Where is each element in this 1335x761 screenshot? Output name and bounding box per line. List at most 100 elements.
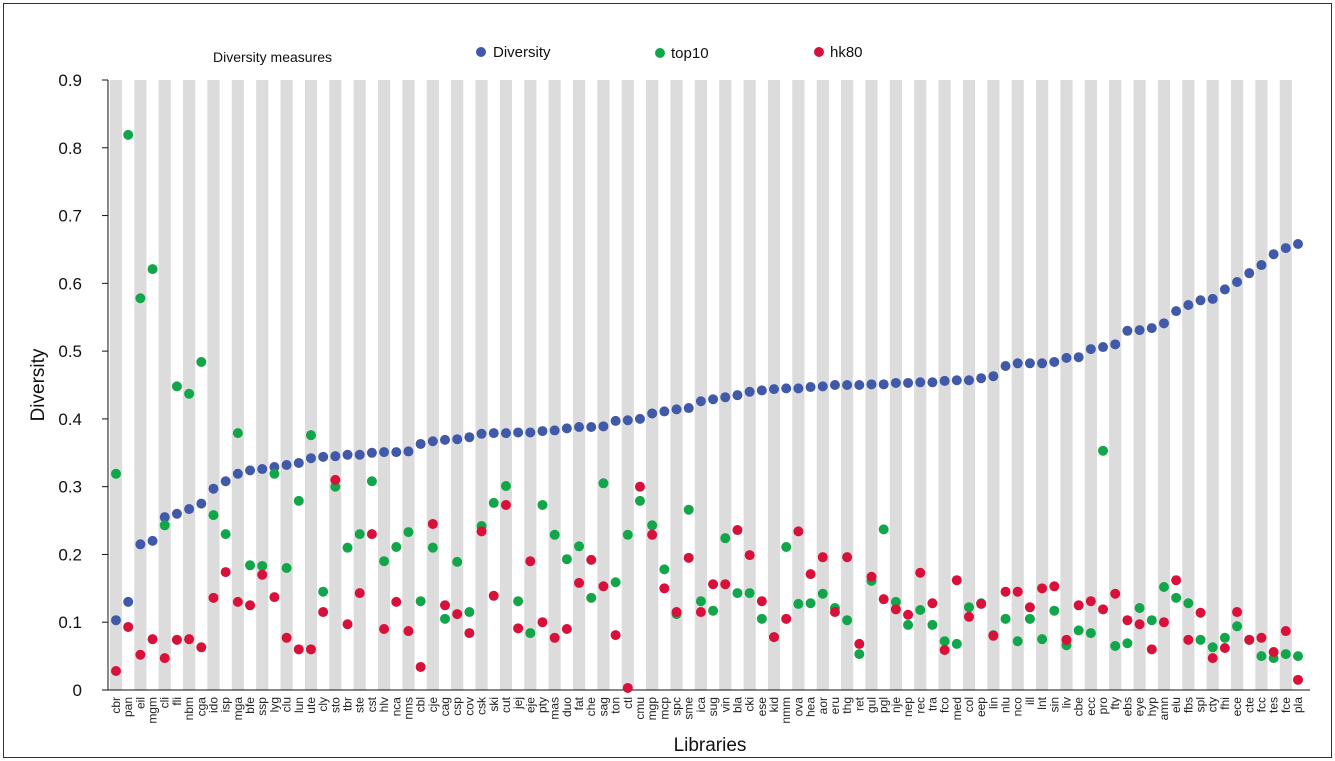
x-tick-label: kid — [767, 697, 781, 712]
hk80-point — [769, 632, 780, 643]
diversity-point — [1280, 243, 1291, 254]
hk80-point — [184, 634, 195, 645]
top10-point — [537, 499, 548, 510]
hk80-point — [305, 644, 316, 655]
x-tick-label: lnt — [1035, 696, 1049, 709]
x-tick-label: sme — [682, 697, 696, 720]
x-tick-label: jej — [511, 697, 525, 710]
x-tick-label: fty — [1108, 697, 1122, 710]
hk80-point — [269, 592, 280, 603]
diversity-point — [415, 438, 426, 449]
diversity-point — [561, 423, 572, 434]
hk80-point — [245, 600, 256, 611]
diversity-point — [1183, 300, 1194, 311]
hk80-point — [1207, 653, 1218, 664]
legend-label-hk80: hk80 — [830, 44, 863, 61]
category-band — [329, 80, 342, 690]
top10-point — [903, 619, 914, 630]
category-band — [1133, 80, 1146, 690]
diversity-point — [732, 390, 743, 401]
hk80-point — [927, 598, 938, 609]
x-tick-label: ece — [1230, 697, 1244, 717]
category-band — [183, 80, 196, 690]
hk80-point — [1195, 607, 1206, 618]
x-tick-label: lyg — [267, 697, 281, 712]
hk80-point — [452, 609, 463, 620]
diversity-point — [1219, 284, 1230, 295]
top10-point — [366, 476, 377, 487]
x-tick-label: ski — [487, 697, 501, 712]
diversity-point — [1000, 361, 1011, 372]
diversity-point — [208, 483, 219, 494]
category-band — [1011, 80, 1024, 690]
top10-point — [915, 605, 926, 616]
hk80-point — [135, 649, 146, 660]
top10-point — [123, 129, 134, 140]
top10-point — [695, 596, 706, 607]
hk80-point — [647, 529, 658, 540]
category-band — [694, 80, 707, 690]
legend: Diversity measures Diversity top10 hk80 — [213, 44, 863, 65]
diversity-point — [915, 377, 926, 388]
x-tick-label: mgm — [146, 697, 160, 724]
category-band — [109, 80, 123, 690]
hk80-point — [915, 567, 926, 578]
top10-point — [561, 554, 572, 565]
hk80-point — [196, 642, 207, 653]
x-tick-label: sug — [706, 697, 720, 716]
x-tick-label: ebs — [1120, 697, 1134, 716]
category-band — [402, 80, 415, 690]
x-tick-label: pty — [535, 697, 549, 713]
hk80-point — [951, 575, 962, 586]
top10-point — [318, 586, 329, 597]
hk80-point — [1073, 600, 1084, 611]
diversity-point — [123, 596, 134, 607]
diversity-point — [817, 381, 828, 392]
x-tick-label: fco — [938, 697, 952, 713]
y-tick-label: 0 — [73, 681, 82, 700]
diversity-point — [440, 434, 451, 445]
hk80-point — [1158, 617, 1169, 628]
hk80-point — [1110, 588, 1121, 599]
hk80-point — [391, 596, 402, 607]
category-band — [280, 80, 293, 690]
x-tick-label: fcc — [1254, 697, 1268, 712]
top10-point — [756, 613, 767, 624]
diversity-point — [391, 447, 402, 458]
top10-point — [452, 556, 463, 567]
y-tick-label: 0.1 — [58, 613, 82, 632]
category-bands — [109, 80, 1292, 690]
category-band — [134, 80, 147, 690]
hk80-point — [488, 590, 499, 601]
top10-point — [257, 560, 268, 571]
category-band — [353, 80, 366, 690]
top10-point — [391, 541, 402, 552]
diversity-point — [1110, 339, 1121, 350]
top10-point — [159, 520, 170, 531]
x-tick-label: nlu — [999, 697, 1013, 713]
hk80-point — [257, 569, 268, 580]
x-tick-label: cbe — [1072, 697, 1086, 717]
diversity-point — [854, 380, 865, 390]
diversity-point — [476, 428, 487, 439]
category-band — [719, 80, 732, 690]
x-tick-label: cbr — [109, 697, 123, 714]
diversity-point — [403, 446, 414, 457]
legend-label-diversity: Diversity — [493, 44, 551, 61]
diversity-point — [513, 427, 524, 438]
hk80-point — [513, 623, 524, 634]
top10-point — [1293, 651, 1303, 662]
category-band — [1255, 80, 1268, 690]
x-tick-label: fce — [1279, 697, 1293, 713]
top10-point — [1207, 642, 1218, 653]
diversity-point — [805, 382, 816, 393]
diversity-point — [878, 379, 889, 390]
x-tick-label: ova — [791, 697, 805, 717]
hk80-point — [586, 554, 597, 565]
legend-item-diversity: Diversity — [476, 44, 551, 61]
hk80-point — [732, 525, 743, 536]
diversity-point — [695, 396, 706, 407]
diversity-point — [720, 392, 731, 403]
diversity-point — [866, 379, 877, 390]
diversity-point — [963, 375, 974, 386]
